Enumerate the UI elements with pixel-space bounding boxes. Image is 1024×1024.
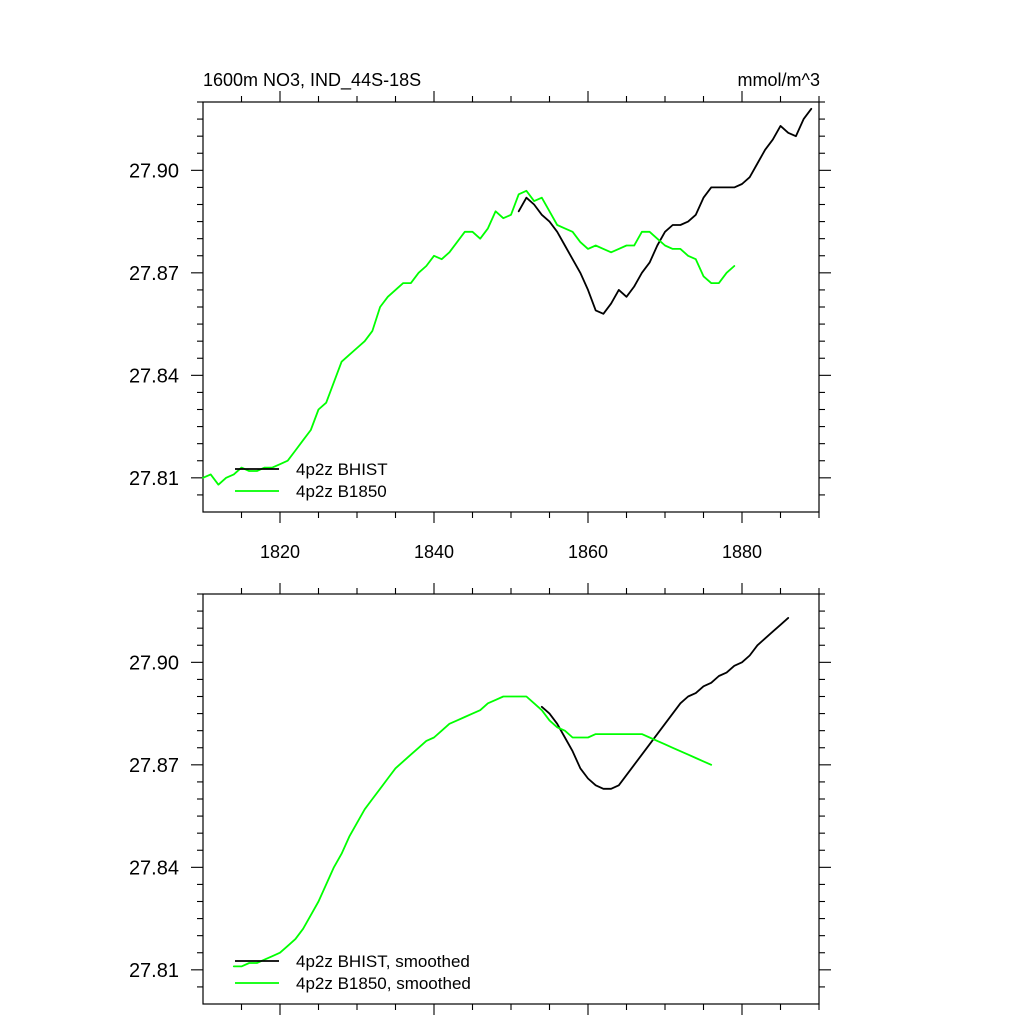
x-tick-label: 1860 — [568, 542, 608, 562]
y-tick-label: 27.84 — [129, 365, 179, 387]
y-tick-label: 27.81 — [129, 960, 179, 982]
panel-top: 1600m NO3, IND_44S-18S mmol/m^3 27.8127.… — [129, 70, 831, 562]
chart-title: 1600m NO3, IND_44S-18S — [203, 70, 421, 91]
x-tick-label: 1840 — [414, 542, 454, 562]
series-line-b1850 — [202, 189, 736, 486]
x-tick-label: 1880 — [722, 542, 762, 562]
series-group — [232, 617, 790, 968]
legend-label: 4p2z BHIST — [296, 460, 388, 479]
axis-ticks — [191, 583, 831, 1015]
y-tick-label: 27.90 — [129, 652, 179, 674]
units-label: mmol/m^3 — [738, 70, 820, 90]
y-tick-label: 27.90 — [129, 160, 179, 182]
legend: 4p2z BHIST, smoothed 4p2z B1850, smoothed — [235, 952, 471, 993]
y-tick-label: 27.84 — [129, 857, 179, 879]
series-line-bhist — [540, 617, 790, 790]
legend-label: 4p2z B1850 — [296, 482, 387, 501]
tick-labels: 27.81 27.84 27.87 27.90 1820 1840 1860 1880 — [129, 160, 762, 562]
series-group — [202, 107, 813, 486]
y-tick-label: 27.87 — [129, 755, 179, 777]
tick-labels: 27.81 27.84 27.87 27.90 — [129, 652, 179, 982]
axis-ticks — [191, 91, 831, 523]
legend-label: 4p2z B1850, smoothed — [296, 974, 471, 993]
legend: 4p2z BHIST 4p2z B1850 — [235, 460, 388, 501]
y-tick-label: 27.87 — [129, 263, 179, 285]
legend-label: 4p2z BHIST, smoothed — [296, 952, 470, 971]
x-tick-label: 1820 — [260, 542, 300, 562]
series-line-b1850 — [232, 695, 713, 968]
series-line-bhist — [517, 107, 813, 315]
panel-bottom: 27.81 27.84 27.87 27.90 4p2z BHIST, smoothe… — [129, 583, 831, 1015]
y-tick-label: 27.81 — [129, 468, 179, 490]
